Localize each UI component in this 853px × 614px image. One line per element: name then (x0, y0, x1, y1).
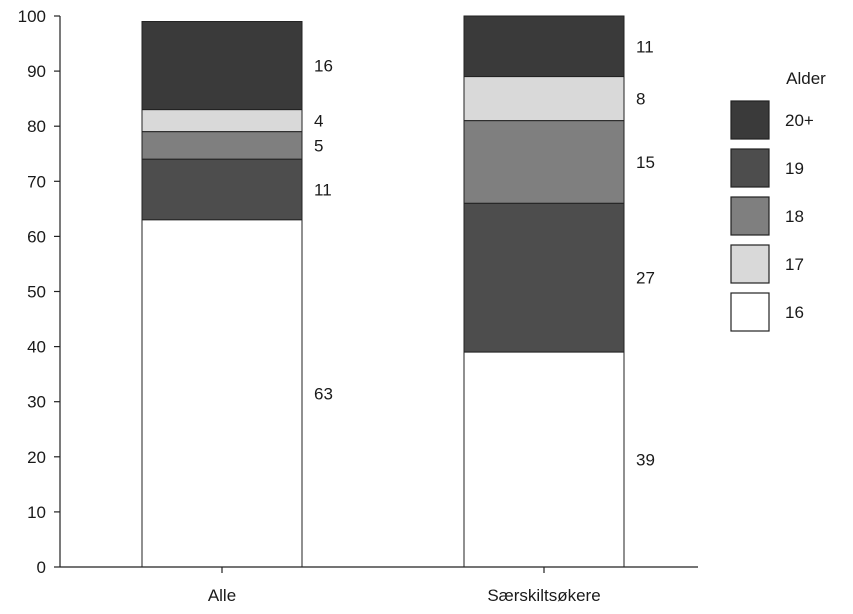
value-label: 8 (636, 90, 645, 109)
value-label: 11 (314, 181, 332, 200)
y-tick-label: 40 (27, 338, 46, 357)
y-tick-label: 20 (27, 448, 46, 467)
y-tick-label: 50 (27, 283, 46, 302)
value-label: 4 (314, 112, 323, 131)
value-label: 11 (636, 37, 654, 56)
value-labels: 16 4 5 11 63 11 8 15 27 39 (314, 37, 655, 469)
bar-segment-særskiltsøkere-16 (463, 351, 625, 568)
y-tick-label: 100 (18, 7, 46, 26)
bar-segment-særskiltsøkere-18 (463, 120, 625, 204)
bar-segment-særskiltsøkere-17 (463, 76, 625, 122)
bar-segment-særskiltsøkere-20+ (463, 15, 625, 78)
bars (141, 15, 625, 568)
bar-segment-alle-17 (141, 109, 303, 133)
y-tick-label: 30 (27, 393, 46, 412)
legend: Alder 20+ 19 18 17 16 (730, 69, 826, 332)
bar-segment-alle-16 (141, 219, 303, 568)
bar-segment-alle-19 (141, 158, 303, 221)
legend-swatch-20+ (730, 100, 770, 140)
legend-label: 20+ (785, 111, 814, 130)
legend-swatch-16 (730, 292, 770, 332)
legend-label: 17 (785, 255, 804, 274)
y-tick-label: 60 (27, 227, 46, 246)
x-category-label: Alle (208, 586, 236, 605)
value-label: 27 (636, 269, 655, 288)
y-tick-label: 0 (37, 558, 46, 577)
y-axis: 0 10 20 30 40 50 60 70 80 90 100 (18, 7, 61, 577)
legend-label: 16 (785, 303, 804, 322)
x-axis: Alle Særskiltsøkere (60, 566, 698, 605)
legend-swatch-19 (730, 148, 770, 188)
legend-swatch-18 (730, 196, 770, 236)
bar-segment-særskiltsøkere-19 (463, 202, 625, 353)
legend-label: 19 (785, 159, 804, 178)
legend-label: 18 (785, 207, 804, 226)
legend-title: Alder (786, 69, 826, 88)
x-category-label: Særskiltsøkere (487, 586, 600, 605)
value-label: 16 (314, 57, 333, 76)
bar-segment-alle-18 (141, 131, 303, 160)
y-tick-label: 90 (27, 62, 46, 81)
bar-segment-alle-20+ (141, 21, 303, 111)
value-label: 5 (314, 136, 323, 155)
value-label: 15 (636, 153, 655, 172)
legend-swatch-17 (730, 244, 770, 284)
y-tick-label: 80 (27, 117, 46, 136)
y-tick-label: 70 (27, 172, 46, 191)
value-label: 63 (314, 384, 333, 403)
value-label: 39 (636, 451, 655, 470)
y-tick-label: 10 (27, 503, 46, 522)
